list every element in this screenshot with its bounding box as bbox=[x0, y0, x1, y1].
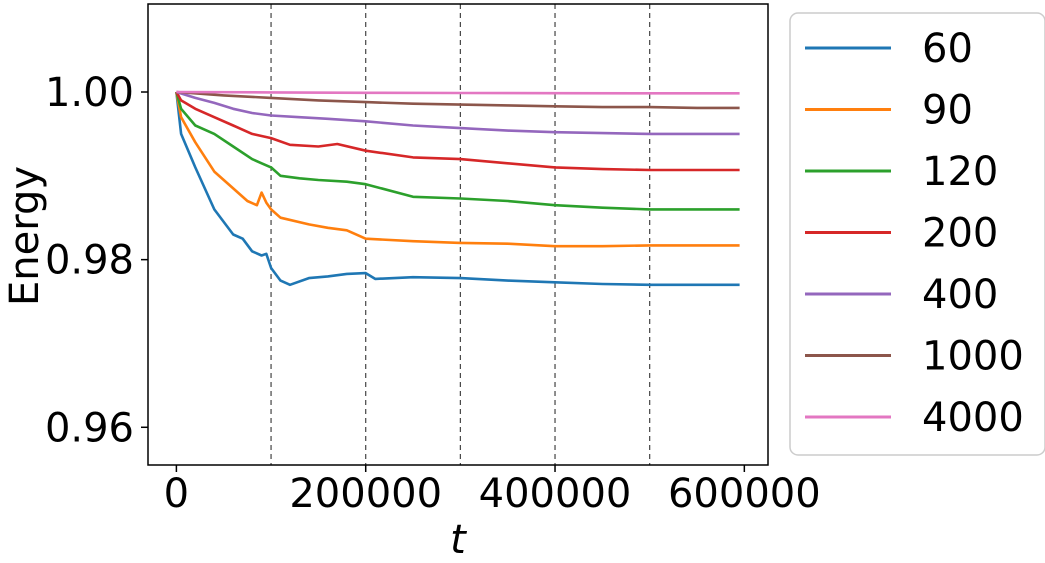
series-line-60 bbox=[175, 91, 740, 287]
series-line-400 bbox=[176, 90, 740, 136]
legend-label-4000: 4000 bbox=[922, 395, 1024, 441]
x-tick-label: 0 bbox=[164, 471, 189, 517]
legend: 60 90 120 200 400 1000 4000 bbox=[789, 12, 1045, 456]
series-lines bbox=[175, 90, 740, 287]
y-tick-label: 1.00 bbox=[45, 70, 134, 116]
series-line-200 bbox=[175, 91, 740, 172]
plot-frame bbox=[147, 3, 769, 466]
legend-label-200: 200 bbox=[922, 211, 998, 257]
legend-label-90: 90 bbox=[922, 88, 973, 134]
legend-label-60: 60 bbox=[922, 26, 973, 72]
reference-lines bbox=[270, 4, 651, 465]
y-tick-label: 0.98 bbox=[45, 238, 134, 284]
legend-label-400: 400 bbox=[922, 272, 998, 318]
legend-label-120: 120 bbox=[922, 149, 998, 195]
x-axis-ticks: 0 200000 400000 600000 bbox=[164, 465, 821, 517]
x-tick-label: 200000 bbox=[289, 471, 442, 517]
series-line-4000 bbox=[176, 90, 740, 95]
x-axis-title: t bbox=[450, 517, 467, 563]
y-axis-ticks: 0.96 0.98 1.00 bbox=[45, 70, 148, 451]
y-axis-title: Energy bbox=[2, 166, 48, 306]
legend-box bbox=[789, 12, 1045, 456]
y-tick-label: 0.96 bbox=[45, 405, 134, 451]
x-tick-label: 600000 bbox=[668, 471, 821, 517]
series-line-120 bbox=[175, 91, 740, 211]
legend-label-1000: 1000 bbox=[922, 334, 1024, 380]
series-line-90 bbox=[175, 91, 740, 248]
series-line-1000 bbox=[176, 90, 740, 110]
x-tick-label: 400000 bbox=[479, 471, 632, 517]
